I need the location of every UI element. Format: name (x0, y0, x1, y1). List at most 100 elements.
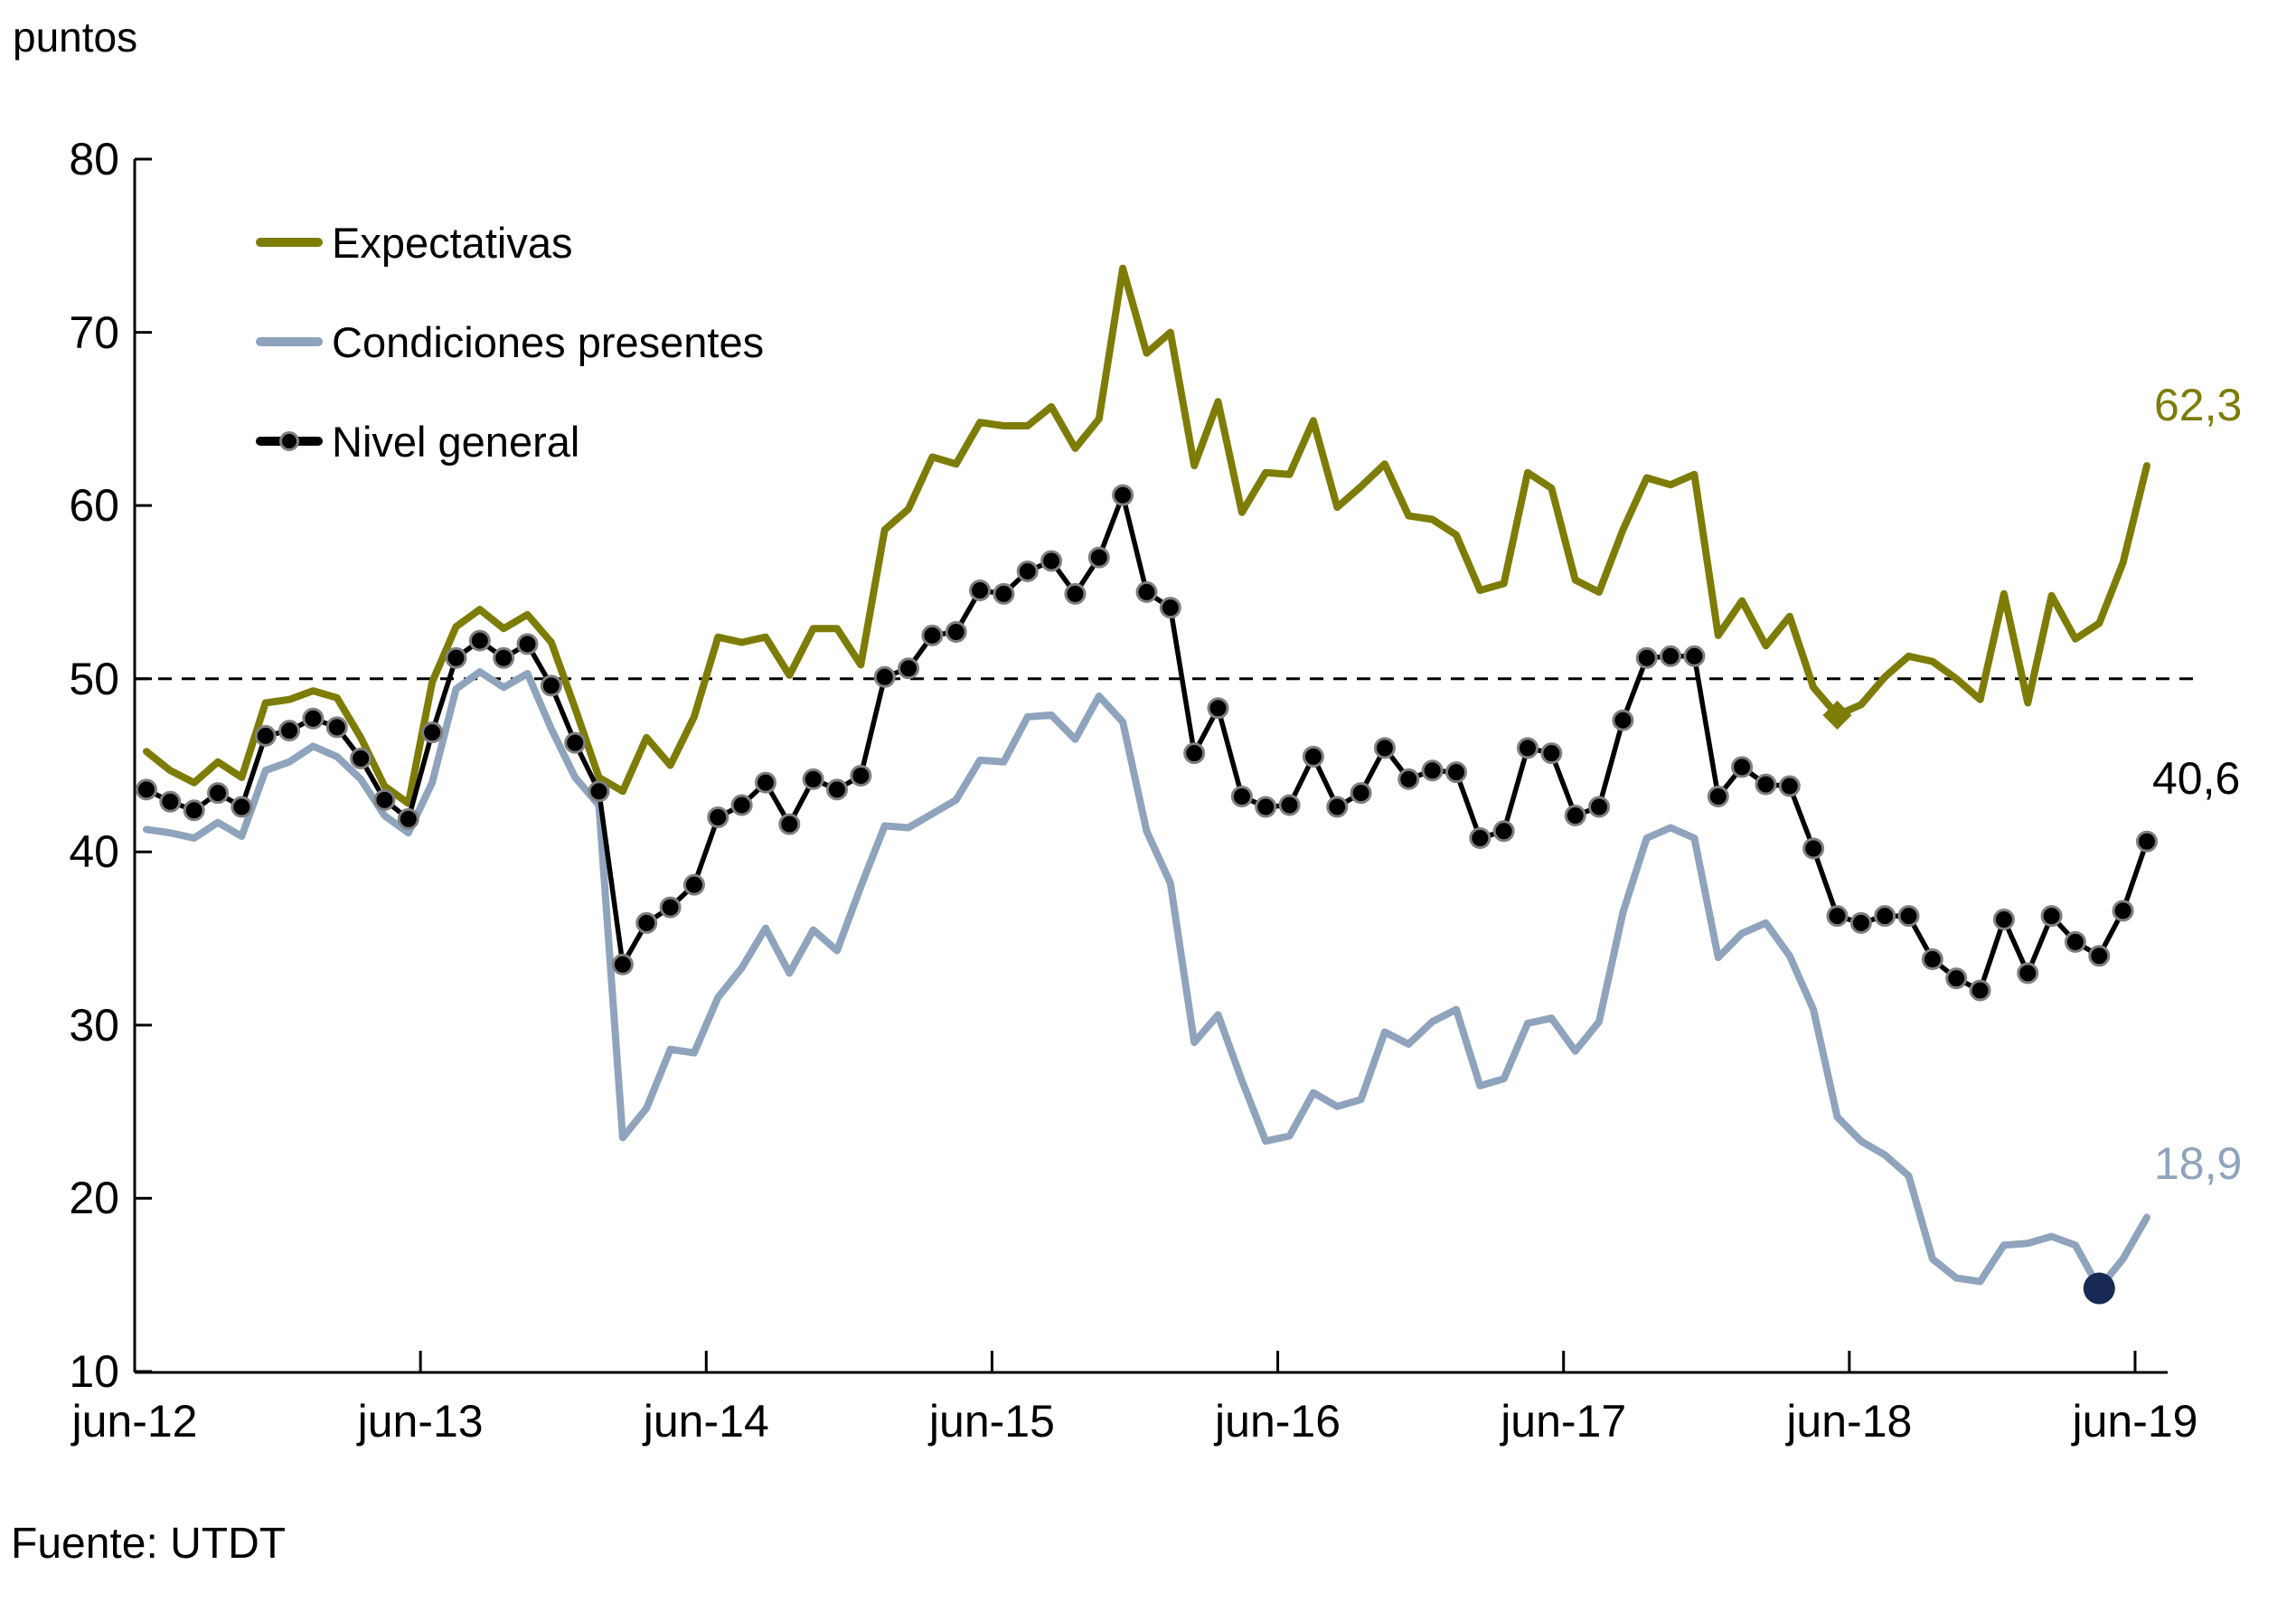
nivel-general-point (1826, 905, 1849, 928)
nivel-general-point (1255, 796, 1277, 818)
nivel-general-point (993, 582, 1015, 605)
condiciones-low-point-marker (2083, 1272, 2115, 1305)
expectativas-diamond-marker (1822, 700, 1852, 730)
nivel-general-point (1112, 484, 1134, 506)
nivel-general-point (2112, 900, 2134, 922)
nivel-general-point (1564, 805, 1586, 827)
nivel-general-point (1897, 905, 1920, 928)
nivel-general-point (898, 657, 920, 680)
nivel-general-point (1326, 796, 1349, 818)
nivel-general-point (1635, 646, 1658, 669)
nivel-general-point (1778, 775, 1801, 797)
x-tick-label: jun-18 (1786, 1396, 1913, 1447)
end-value-nivel-general: 40,6 (2152, 753, 2241, 804)
legend-label-condiciones: Condiciones presentes (332, 317, 765, 366)
nivel-general-point (445, 646, 467, 669)
nivel-general-point (159, 790, 182, 813)
nivel-general-point (611, 953, 634, 976)
nivel-general-point (2135, 830, 2158, 853)
nivel-general-point (2017, 962, 2039, 985)
nivel-general-point (1040, 550, 1063, 572)
nivel-general-point (826, 778, 849, 801)
nivel-general-point (2064, 930, 2086, 953)
nivel-general-point (730, 794, 753, 816)
x-tick-label: jun-14 (643, 1396, 769, 1447)
nivel-general-point (1444, 761, 1467, 784)
x-tick-label: jun-15 (928, 1396, 1055, 1447)
nivel-general-point (969, 580, 992, 602)
legend-item-expectativas: Expectativas (256, 193, 764, 292)
nivel-general-point (1660, 645, 1682, 667)
nivel-general-point (1469, 826, 1491, 849)
nivel-general-point (493, 646, 515, 669)
nivel-general-point (1064, 582, 1087, 605)
series-line-expectativas (143, 264, 2150, 807)
nivel-general-point (136, 778, 157, 801)
nivel-general-point (1135, 580, 1158, 603)
x-tick-label: jun-16 (1215, 1396, 1341, 1447)
legend-item-nivel-general: Nivel general (256, 391, 764, 491)
nivel-general-point (540, 674, 562, 697)
nivel-general-point (278, 720, 301, 742)
nivel-general-point (635, 911, 658, 934)
condiciones-line-swatch (256, 337, 323, 346)
nivel-general-point (325, 716, 348, 739)
nivel-general-point (1278, 794, 1301, 816)
source-note: Fuente: UTDT (11, 1520, 287, 1568)
x-tick-label: jun-17 (1501, 1396, 1627, 1447)
y-tick-label: 60 (69, 480, 119, 532)
nivel-general-point (778, 813, 801, 835)
nivel-general-point (1612, 709, 1634, 731)
nivel-general-point (1707, 785, 1729, 807)
nivel-general-point (1087, 546, 1110, 569)
nivel-general-point (1969, 979, 1991, 1002)
x-tick-label: jun-12 (71, 1396, 198, 1447)
nivel-general-point (397, 807, 419, 830)
nivel-general-point (183, 799, 205, 822)
nivel-general-point (850, 764, 872, 787)
nivel-general-point (1683, 645, 1706, 667)
nivel-general-point (1588, 796, 1611, 818)
nivel-general-point (1350, 782, 1372, 805)
nivel-general-point (873, 665, 896, 688)
nivel-general-point (373, 788, 396, 811)
x-tick-label: jun-19 (2072, 1396, 2198, 1447)
legend-item-condiciones: Condiciones presentes (256, 292, 764, 391)
expectativas-line-swatch (256, 238, 323, 247)
nivel-general-point (254, 724, 277, 747)
nivel-general-point (1992, 908, 2015, 930)
nivel-general-point (2088, 945, 2111, 967)
nivel-general-point (2040, 905, 2063, 928)
nivel-general-point (1874, 905, 1896, 928)
nivel-general-point (350, 747, 372, 769)
nivel-general-point (754, 771, 776, 794)
nivel-general-point (1517, 737, 1539, 759)
nivel-general-point (659, 896, 682, 919)
nivel-general-point (1492, 820, 1515, 843)
x-tick-label: jun-13 (357, 1396, 484, 1447)
nivel-general-point (468, 629, 491, 652)
nivel-general-point (1397, 768, 1420, 790)
end-value-expectativas: 62,3 (2154, 380, 2243, 430)
nivel-general-point (588, 780, 610, 803)
nivel-general-point (1207, 697, 1229, 720)
legend-label-expectativas: Expectativas (332, 218, 573, 267)
y-tick-label: 10 (69, 1346, 119, 1397)
nivel-general-point (1159, 597, 1181, 619)
nivel-general-point (516, 633, 539, 655)
y-tick-label: 20 (69, 1173, 119, 1224)
nivel-general-point (1540, 742, 1563, 765)
end-value-condiciones: 18,9 (2154, 1138, 2243, 1189)
nivel-general-point (1731, 756, 1754, 778)
nivel-general-marker-icon (279, 431, 299, 451)
nivel-general-point (207, 782, 230, 805)
nivel-general-point (1921, 948, 1943, 971)
nivel-general-point (1755, 773, 1777, 796)
nivel-general-point (564, 731, 587, 754)
y-tick-label: 70 (69, 306, 119, 358)
legend-label-nivel-general: Nivel general (332, 417, 580, 466)
nivel-general-point (302, 707, 325, 730)
nivel-general-point (421, 721, 444, 744)
